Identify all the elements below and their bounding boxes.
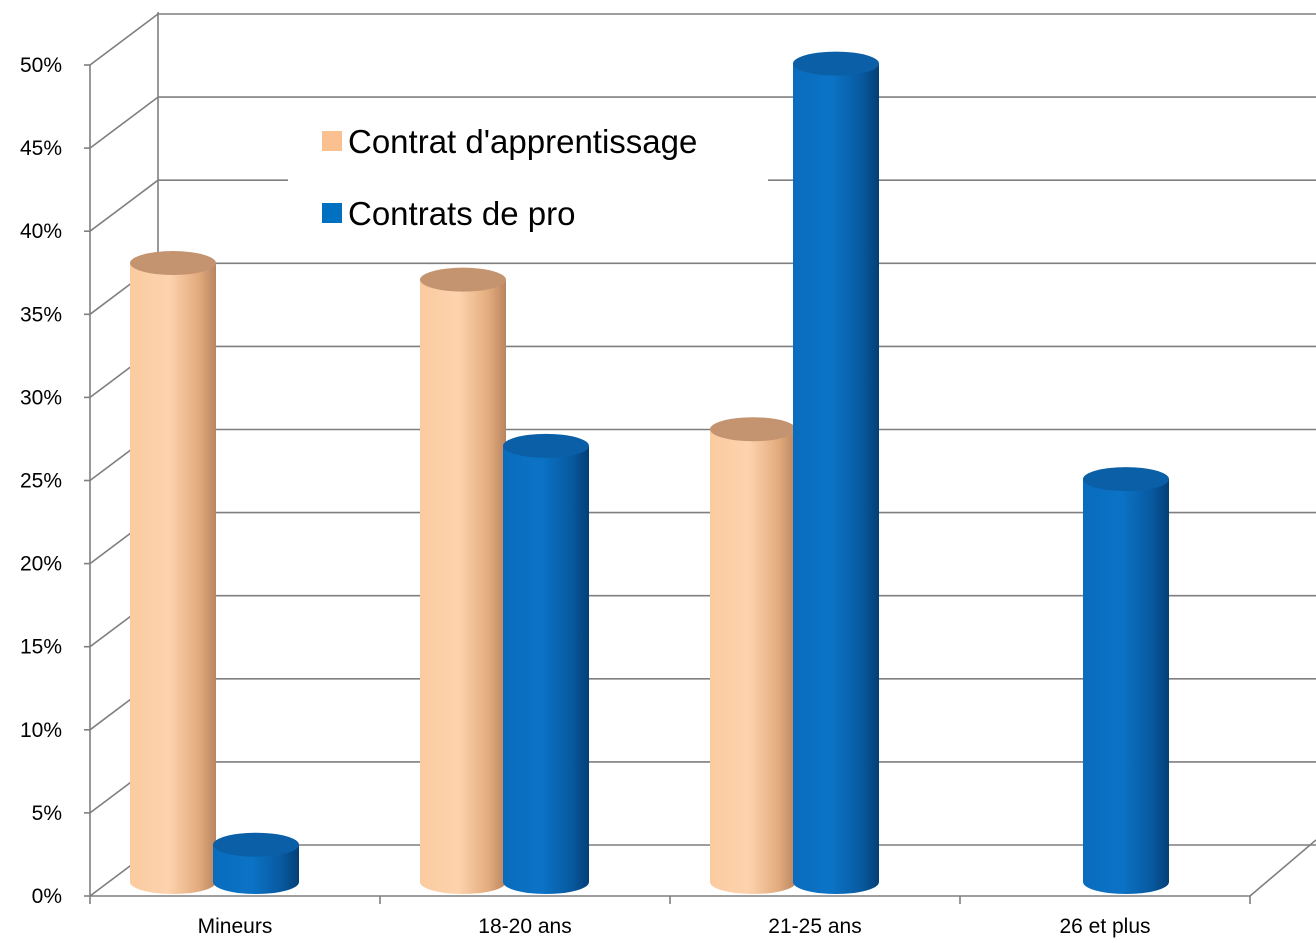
gridline-diagonal [89, 13, 159, 66]
axis-labels: 0% 5% 10% 15% 20% 25% 30% 35% 40% 45% 50% Mineurs 18… [20, 54, 1151, 938]
bar-top [420, 267, 506, 292]
y-tick-label: 45% [20, 137, 62, 160]
legend-swatch-apprentissage [322, 131, 342, 151]
bar-body [1083, 479, 1169, 894]
bar-body [710, 429, 796, 894]
bar-top [793, 51, 879, 76]
bar-body [213, 844, 299, 894]
bar-pro [503, 433, 589, 894]
legend: Contrat d'apprentissage Contrats de pro [288, 110, 768, 248]
bar-body [793, 63, 879, 895]
legend-background [288, 110, 768, 248]
bar-top [503, 433, 589, 458]
gridline-diagonal [89, 179, 159, 232]
axes [84, 64, 1316, 904]
legend-swatch-pro [322, 203, 342, 223]
bar-top [213, 832, 299, 857]
x-tick-label: 26 et plus [1059, 915, 1150, 938]
x-tick-label: 21-25 ans [768, 915, 861, 938]
bar-apprentissage [420, 267, 506, 894]
y-tick-label: 25% [20, 470, 62, 493]
x-tick-label: Mineurs [198, 915, 273, 938]
bar-pro [213, 832, 299, 894]
y-tick-label: 15% [20, 636, 62, 659]
bar-body [503, 445, 589, 894]
bar-top [710, 417, 796, 442]
bar-apprentissage [130, 251, 216, 894]
x-tick-label: 18-20 ans [478, 915, 571, 938]
bars [130, 51, 1169, 895]
legend-label-apprentissage: Contrat d'apprentissage [348, 123, 697, 160]
bar-pro [793, 51, 879, 895]
bar-body [130, 263, 216, 894]
bar-top [1083, 467, 1169, 492]
y-tick-label: 30% [20, 386, 62, 409]
y-tick-label: 20% [20, 553, 62, 576]
legend-label-pro: Contrats de pro [348, 195, 575, 232]
y-tick-label: 5% [32, 802, 62, 825]
bar-top [130, 251, 216, 276]
y-tick-label: 40% [20, 220, 62, 243]
y-tick-label: 0% [32, 885, 62, 908]
y-tick-label: 50% [20, 54, 62, 77]
y-tick-label: 10% [20, 719, 62, 742]
bar-apprentissage [710, 417, 796, 894]
bar-pro [1083, 467, 1169, 894]
bar-body [420, 279, 506, 894]
y-tick-label: 35% [20, 303, 62, 326]
gridline-diagonal [89, 96, 159, 149]
floor-right-edge [1249, 839, 1316, 897]
